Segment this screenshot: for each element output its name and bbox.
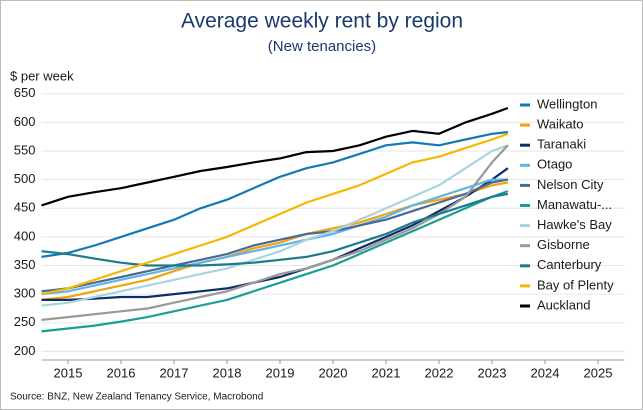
x-tick-label: 2016 <box>107 365 136 380</box>
x-tick-label: 2024 <box>531 365 560 380</box>
legend-label: Bay of Plenty <box>537 277 614 292</box>
legend-label: Waikato <box>537 117 583 132</box>
legend-label: Canterbury <box>537 257 602 272</box>
y-tick-label: 300 <box>14 286 36 301</box>
y-axis-label: $ per week <box>10 68 74 83</box>
x-tick-label: 2018 <box>213 365 242 380</box>
series-line <box>41 144 509 307</box>
legend-label: Manawatu-... <box>537 197 612 212</box>
x-tick-label: 2022 <box>425 365 454 380</box>
series-line <box>41 131 509 258</box>
x-tick-label: 2025 <box>584 365 613 380</box>
legend-label: Gisborne <box>537 237 590 252</box>
x-tick-label: 2023 <box>478 365 507 380</box>
x-tick-label: 2020 <box>319 365 348 380</box>
y-tick-label: 650 <box>14 85 36 100</box>
legend-label: Otago <box>537 157 572 172</box>
chart-subtitle: (New tenancies) <box>268 38 376 55</box>
y-tick-label: 200 <box>14 343 36 358</box>
source: Source: BNZ, New Zealand Tenancy Service… <box>10 392 263 403</box>
chart-title: Average weekly rent by region <box>181 10 463 33</box>
x-tick-label: 2019 <box>266 365 295 380</box>
legend-label: Taranaki <box>537 137 586 152</box>
x-tick-label: 2021 <box>372 365 401 380</box>
y-tick-label: 350 <box>14 257 36 272</box>
y-tick-label: 600 <box>14 114 36 129</box>
y-tick-label: 250 <box>14 314 36 329</box>
series-line <box>41 132 509 296</box>
legend-label: Wellington <box>537 96 597 111</box>
series-line <box>41 192 509 267</box>
series-line <box>41 167 509 301</box>
legend-label: Auckland <box>537 297 590 312</box>
legend-label: Nelson City <box>537 177 604 192</box>
x-tick-label: 2015 <box>54 365 83 380</box>
y-tick-label: 450 <box>14 200 36 215</box>
legend-label: Hawke's Bay <box>537 217 612 232</box>
y-tick-label: 550 <box>14 142 36 157</box>
series-line <box>41 106 509 207</box>
y-tick-label: 400 <box>14 228 36 243</box>
series-line <box>41 181 509 301</box>
y-tick-label: 500 <box>14 171 36 186</box>
series-line <box>41 178 508 296</box>
series-line <box>41 190 509 333</box>
series-line <box>41 178 509 293</box>
x-tick-label: 2017 <box>160 365 189 380</box>
